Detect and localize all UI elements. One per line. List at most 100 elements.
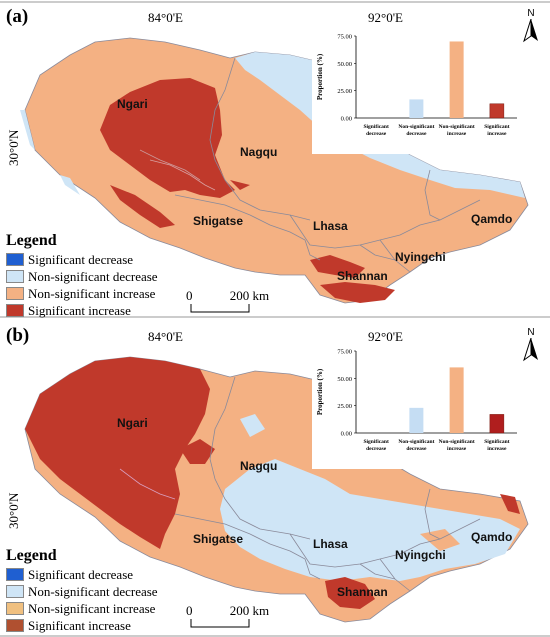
x-tick-label: increase <box>487 131 507 137</box>
lon-label-84: 84°0'E <box>148 10 183 25</box>
swatch-sig-decrease <box>6 253 24 266</box>
panel-label: (b) <box>6 325 30 346</box>
bar-4 <box>489 414 505 434</box>
y-tick-label: 25.00 <box>337 403 352 410</box>
region-label-nyingchi: Nyingchi <box>395 548 446 562</box>
map-b <box>0 356 550 637</box>
scale-bar: 0 200 km <box>186 288 270 313</box>
bar-3 <box>449 367 464 433</box>
y-tick-label: 50.00 <box>337 61 352 68</box>
scale-zero: 0 <box>186 288 193 303</box>
x-tick-label: Non-significant <box>439 124 475 130</box>
region-label-qamdo: Qamdo <box>471 530 513 544</box>
sig-increase-ngari <box>25 357 210 549</box>
scale-zero: 0 <box>186 603 193 618</box>
map-a <box>0 1 550 318</box>
bar-3 <box>449 41 464 118</box>
x-tick-label: Significant <box>363 124 389 130</box>
legend: Legend Significant decrease Non-signific… <box>6 232 158 319</box>
region-label-shannan: Shannan <box>337 269 388 283</box>
scale-label: 200 km <box>229 603 270 618</box>
panel-a: (a) 84°0'E 92°0'E 30°0'N N Ngari Nagqu S… <box>0 0 550 318</box>
y-tick-label: 50.00 <box>337 376 352 383</box>
bar-2 <box>409 407 424 433</box>
x-tick-label: Non-significant <box>398 439 434 445</box>
sig-increase-shannan <box>310 255 365 278</box>
region-label-nagqu: Nagqu <box>240 459 278 473</box>
y-axis-label: Proportion (%) <box>316 53 324 100</box>
legend-item: Non-significant decrease <box>6 583 158 600</box>
x-tick-label: Significant <box>484 124 510 130</box>
lat-label: 30°0'N <box>6 492 21 529</box>
swatch-nonsig-increase <box>6 602 24 615</box>
region-label-lhasa: Lhasa <box>313 537 348 551</box>
x-tick-label: Significant <box>484 439 510 445</box>
swatch-nonsig-decrease <box>6 585 24 598</box>
y-axis-label: Proportion (%) <box>316 368 324 415</box>
swatch-sig-increase <box>6 304 24 317</box>
region-label-ngari: Ngari <box>117 97 148 111</box>
x-tick-label: increase <box>447 131 467 137</box>
swatch-nonsig-decrease <box>6 270 24 283</box>
region-label-ngari: Ngari <box>117 416 148 430</box>
inset-chart-a: Proportion (%) 0.00 25.00 50.00 75.00 Signifi… <box>312 28 522 154</box>
region-label-qamdo: Qamdo <box>471 212 513 226</box>
legend-item: Significant increase <box>6 617 158 634</box>
region-label-shigatse: Shigatse <box>193 532 244 546</box>
lon-label-84: 84°0'E <box>148 329 183 344</box>
region-label-nagqu: Nagqu <box>240 145 278 159</box>
north-arrow: N <box>522 8 540 48</box>
y-tick-label: 75.00 <box>337 349 352 356</box>
y-tick-label: 75.00 <box>337 34 352 41</box>
y-tick-label: 0.00 <box>341 431 352 438</box>
bar-4 <box>489 103 505 119</box>
x-tick-label: increase <box>447 446 467 452</box>
x-tick-label: decrease <box>366 131 387 137</box>
sig-increase-shannan <box>325 577 375 609</box>
x-tick-label: decrease <box>406 131 427 137</box>
legend-item: Non-significant increase <box>6 285 158 302</box>
legend-title: Legend <box>6 547 57 564</box>
scale-label: 200 km <box>229 288 270 303</box>
scale-line <box>190 304 250 313</box>
north-arrow-icon <box>523 18 538 43</box>
legend-title: Legend <box>6 232 57 249</box>
swatch-nonsig-increase <box>6 287 24 300</box>
legend-item: Significant increase <box>6 302 158 319</box>
north-arrow-icon <box>523 337 538 362</box>
swatch-sig-increase <box>6 619 24 632</box>
x-tick-label: increase <box>487 446 507 452</box>
lon-label-92: 92°0'E <box>368 329 403 344</box>
x-tick-label: Significant <box>363 439 389 445</box>
lat-label: 30°0'N <box>6 129 21 166</box>
bar-chart-b: Proportion (%) 0.00 25.00 50.00 75.00 Signifi… <box>316 349 517 452</box>
north-label: N <box>527 327 535 338</box>
scale-bar: 0 200 km <box>186 603 270 628</box>
legend-item: Significant decrease <box>6 566 158 583</box>
panel-b: (b) 84°0'E 92°0'E 30°0'N N Ngari Nagqu S… <box>0 319 550 637</box>
swatch-sig-decrease <box>6 568 24 581</box>
lon-label-92: 92°0'E <box>368 10 403 25</box>
x-tick-label: Non-significant <box>439 439 475 445</box>
x-tick-label: decrease <box>366 446 387 452</box>
y-tick-label: 25.00 <box>337 88 352 95</box>
nonsig-decrease-zone <box>235 52 525 198</box>
prefecture-boundaries <box>119 376 481 592</box>
bar-chart-a: Proportion (%) 0.00 25.00 50.00 75.00 Signifi… <box>316 34 517 137</box>
legend-item: Non-significant decrease <box>6 268 158 285</box>
north-arrow: N <box>522 327 540 367</box>
bar-2 <box>409 99 424 118</box>
region-label-shannan: Shannan <box>337 585 388 599</box>
region-label-nyingchi: Nyingchi <box>395 250 446 264</box>
legend: Legend Significant decrease Non-signific… <box>6 547 158 634</box>
scale-line <box>190 619 250 628</box>
x-tick-label: Non-significant <box>398 124 434 130</box>
legend-item: Significant decrease <box>6 251 158 268</box>
y-tick-label: 0.00 <box>341 116 352 123</box>
nonsig-decrease-zone <box>220 459 520 581</box>
region-label-shigatse: Shigatse <box>193 214 244 228</box>
legend-item: Non-significant increase <box>6 600 158 617</box>
region-label-lhasa: Lhasa <box>313 219 348 233</box>
north-label: N <box>527 8 535 19</box>
prefecture-boundaries <box>139 57 481 273</box>
